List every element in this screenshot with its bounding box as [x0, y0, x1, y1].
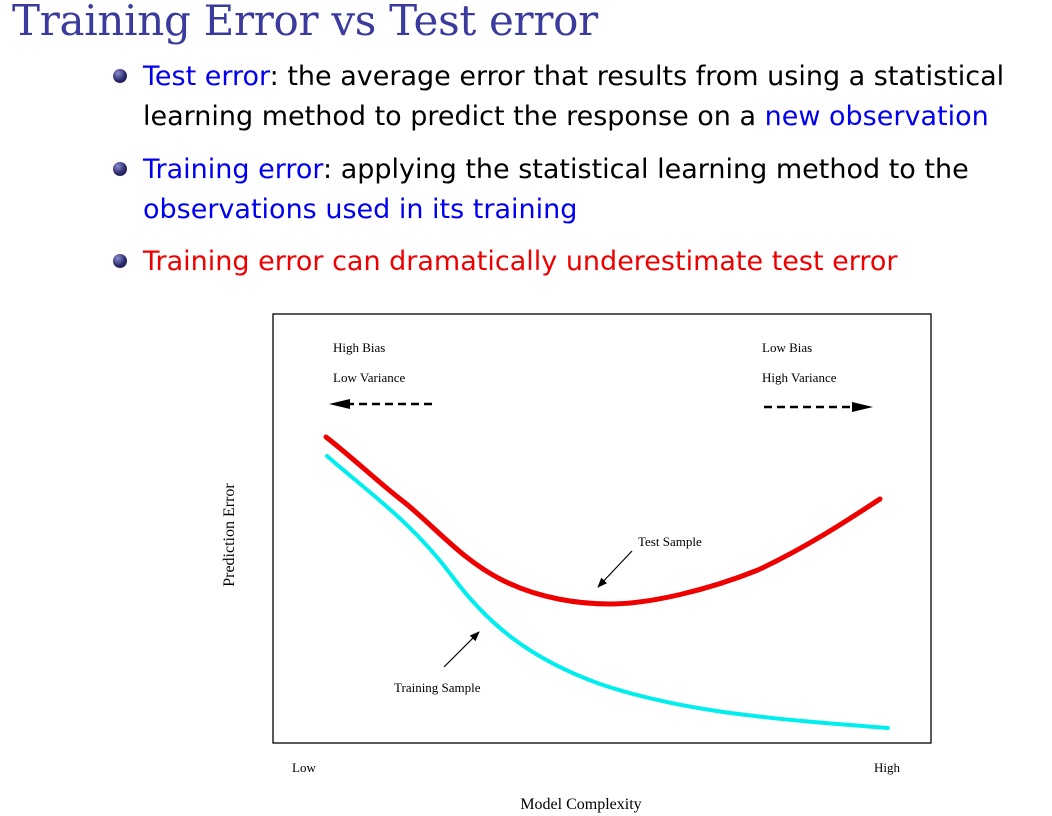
x-axis-title: Model Complexity	[520, 796, 641, 813]
low-bias-label: Low Bias	[762, 340, 812, 355]
y-axis-title: Prediction Error	[221, 483, 238, 587]
bullet-line: Test error: the average error that resul…	[143, 57, 1043, 97]
bullet-segment: observations used in its training	[143, 194, 578, 225]
training-sample-curve	[325, 454, 890, 730]
plot-frame	[272, 313, 932, 744]
test-sample-curve	[323, 434, 883, 607]
bullet-dot-icon	[113, 69, 127, 83]
bullet-text: Test error: the average error that resul…	[143, 57, 1043, 137]
bullet-segment: Test error	[143, 61, 270, 92]
bullet-line: Training error: applying the statistical…	[143, 150, 1043, 190]
bullet-dot-icon	[113, 162, 127, 176]
test-sample-label: Test Sample	[638, 534, 702, 549]
test-sample-pointer-arrow	[597, 550, 633, 588]
bullet-segment: new observation	[764, 101, 989, 132]
bullet-line: Training error can dramatically underest…	[143, 242, 1043, 282]
left-arrowhead-icon	[329, 399, 350, 409]
high-variance-label: High Variance	[762, 370, 837, 385]
slide-title: Training Error vs Test error	[12, 0, 598, 45]
bullet-line: observations used in its training	[143, 190, 1043, 230]
bullet-segment: Training error can dramatically underest…	[143, 246, 898, 277]
bullet-text: Training error can dramatically underest…	[143, 242, 1043, 282]
bullet-segment: Training error	[143, 154, 324, 185]
bullet-dot-icon	[113, 254, 127, 268]
high-bias-label: High Bias	[333, 340, 385, 355]
bullet-line: learning method to predict the response …	[143, 97, 1043, 137]
training-sample-label: Training Sample	[394, 680, 481, 695]
right-arrowhead-icon	[852, 402, 873, 412]
x-axis-high-label: High	[874, 760, 901, 775]
bullet-segment: : applying the statistical learning meth…	[323, 154, 969, 185]
bullet-text: Training error: applying the statistical…	[143, 150, 1043, 230]
bullet-segment: learning method to predict the response …	[143, 101, 765, 132]
x-axis-low-label: Low	[292, 760, 316, 775]
training-sample-pointer-arrow	[443, 631, 480, 668]
bullet-segment: : the average error that results from us…	[269, 61, 1005, 92]
low-variance-label: Low Variance	[333, 370, 406, 385]
